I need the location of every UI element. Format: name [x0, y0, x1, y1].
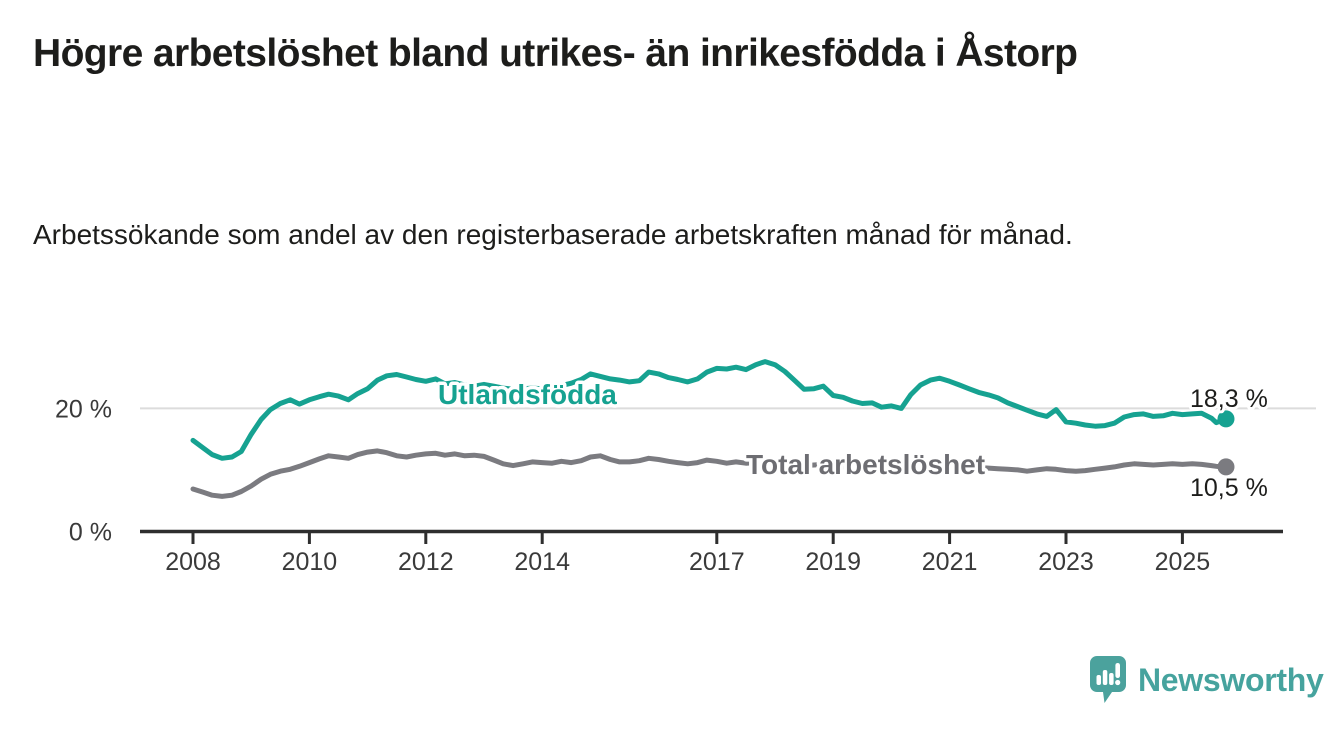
total-value-label: 10,5 % — [1190, 474, 1268, 502]
x-tick-label: 2014 — [514, 548, 570, 576]
x-tick-label: 2025 — [1155, 548, 1211, 576]
x-tick-label: 2008 — [165, 548, 221, 576]
x-tick-label: 2012 — [398, 548, 454, 576]
y-axis-label: 0 % — [69, 519, 112, 547]
x-tick-label: 2019 — [805, 548, 861, 576]
brand-text: Newsworthy — [1138, 661, 1324, 698]
bar-chart-speech-bubble-icon — [1090, 656, 1126, 703]
total-label: Total arbetslöshet — [746, 449, 985, 480]
newsworthy-logo: Newsworthy — [1090, 656, 1324, 704]
y-axis-label: 20 % — [55, 395, 112, 423]
x-axis-ticks: 2008 2010 2012 2014 2017 2019 2021 2023 2025 — [165, 533, 1210, 576]
total-line — [190, 448, 1229, 499]
utlandsfodda-label: Utlandsfödda — [438, 379, 617, 410]
utlandsfodda-line — [190, 359, 1229, 461]
chart-title: Högre arbetslöshet bland utrikes- än inr… — [33, 32, 1078, 75]
y-axis-labels: 0 % 20 % — [55, 395, 112, 546]
utlandsfodda-end-dot — [1217, 410, 1235, 428]
x-tick-label: 2021 — [922, 548, 978, 576]
utlandsfodda-value-label: 18,3 % — [1190, 385, 1268, 413]
chart-subtitle: Arbetssökande som andel av den registerb… — [33, 219, 1073, 250]
x-tick-label: 2010 — [282, 548, 338, 576]
total-end-dot — [1217, 458, 1235, 476]
x-tick-label: 2023 — [1038, 548, 1094, 576]
x-tick-label: 2017 — [689, 548, 745, 576]
